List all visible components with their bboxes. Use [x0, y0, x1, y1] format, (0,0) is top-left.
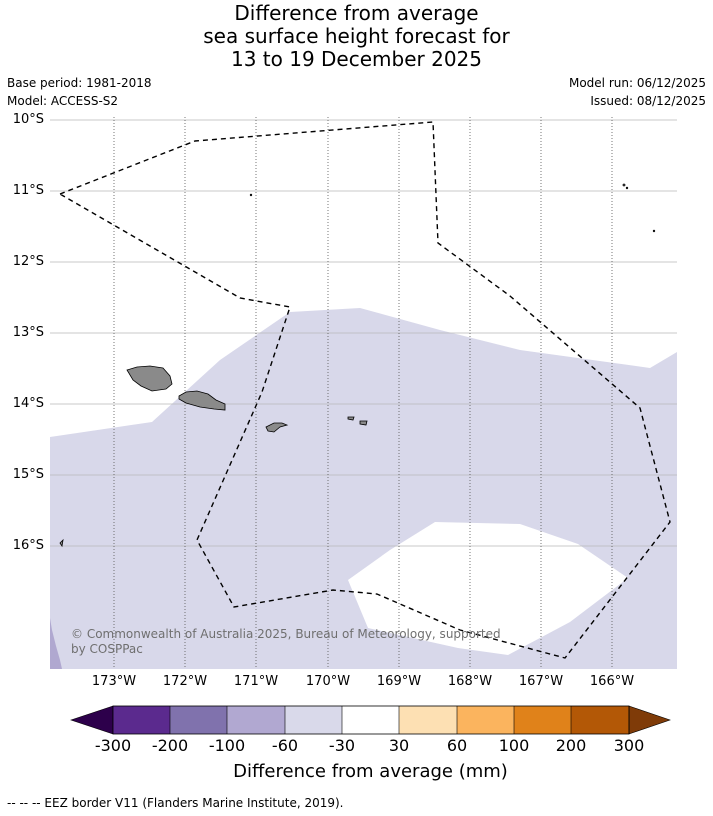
manua-island-a — [347, 416, 355, 421]
colorbar-bin-4 — [285, 706, 342, 734]
eez-border — [58, 121, 671, 659]
colorbar-label-30: 30 — [388, 736, 410, 755]
colorbar-extend-high — [628, 705, 671, 735]
lon-label-169w: 169°W — [376, 674, 422, 689]
base-period: Base period: 1981-2018 — [7, 76, 152, 90]
lon-label-167w: 167°W — [518, 674, 564, 689]
map-title: Difference from average sea surface heig… — [0, 2, 713, 71]
lat-label-12s: 12°S — [12, 254, 44, 269]
meta-left: Base period: 1981-2018 Model: ACCESS-S2 — [7, 74, 152, 110]
lon-label-172w: 172°W — [162, 674, 208, 689]
colorbar-title: Difference from average (mm) — [233, 761, 508, 782]
colorbar-bin-2 — [170, 706, 227, 734]
colorbar-label-minus200: -200 — [151, 736, 189, 755]
title-line-1: Difference from average — [234, 1, 479, 25]
tokelau-islet-b — [625, 186, 629, 190]
tutuila-island — [265, 422, 289, 433]
wallis-islet — [59, 538, 64, 548]
anomaly-region-minus100-minus60 — [50, 618, 62, 669]
lat-label-14s: 14°S — [12, 396, 44, 411]
colorbar-frame — [112, 705, 630, 735]
colorbar-label-minus60: -60 — [271, 736, 299, 755]
latitude-gridlines — [50, 119, 677, 547]
lat-label-13s: 13°S — [12, 325, 44, 340]
colorbar-bin-1 — [113, 706, 170, 734]
upolu-island — [178, 390, 226, 411]
colorbar-label-minus30: -30 — [328, 736, 356, 755]
colorbar-label-100: 100 — [498, 736, 530, 755]
credit-line-2: by COSPPac — [71, 642, 143, 656]
lat-label-15s: 15°S — [12, 467, 44, 482]
colorbar-bin-8 — [514, 706, 571, 734]
meta-right: Model run: 06/12/2025 Issued: 08/12/2025 — [569, 74, 706, 110]
lon-label-173w: 173°W — [91, 674, 137, 689]
colorbar-label-300: 300 — [613, 736, 645, 755]
colorbar-label-60: 60 — [446, 736, 468, 755]
issued-date: Issued: 08/12/2025 — [590, 94, 706, 108]
eez-legend-footer: -- -- -- EEZ border V11 (Flanders Marine… — [7, 796, 344, 810]
swains-island — [249, 193, 253, 197]
lat-label-16s: 16°S — [12, 538, 44, 553]
colorbar — [70, 705, 671, 735]
lon-label-171w: 171°W — [233, 674, 279, 689]
model-name: Model: ACCESS-S2 — [7, 94, 119, 108]
colorbar-label-minus100: -100 — [208, 736, 246, 755]
lat-label-10s: 10°S — [12, 112, 44, 127]
colorbar-bin-7 — [457, 706, 514, 734]
anomaly-region-neutral — [348, 522, 628, 655]
lon-label-170w: 170°W — [305, 674, 351, 689]
lat-label-11s: 11°S — [12, 183, 44, 198]
credit-line-1: © Commonwealth of Australia 2025, Bureau… — [71, 627, 501, 641]
colorbar-extend-low — [70, 705, 114, 735]
tokelau-islet-c — [652, 229, 656, 233]
lon-label-166w: 166°W — [589, 674, 635, 689]
manua-island-b — [359, 420, 368, 426]
colorbar-label-200: 200 — [555, 736, 587, 755]
colorbar-bin-3 — [227, 706, 285, 734]
model-run: Model run: 06/12/2025 — [568, 76, 706, 90]
colorbar-bin-5 — [342, 706, 399, 734]
lon-label-168w: 168°W — [447, 674, 493, 689]
tokelau-islet-a — [622, 183, 626, 187]
title-line-2: sea surface height forecast for — [203, 24, 510, 48]
title-line-3: 13 to 19 December 2025 — [230, 47, 482, 71]
colorbar-bin-6 — [399, 706, 457, 734]
savaii-island — [126, 365, 173, 392]
colorbar-bin-9 — [571, 706, 629, 734]
land-masses — [59, 183, 656, 548]
colorbar-label-minus300: -300 — [94, 736, 132, 755]
